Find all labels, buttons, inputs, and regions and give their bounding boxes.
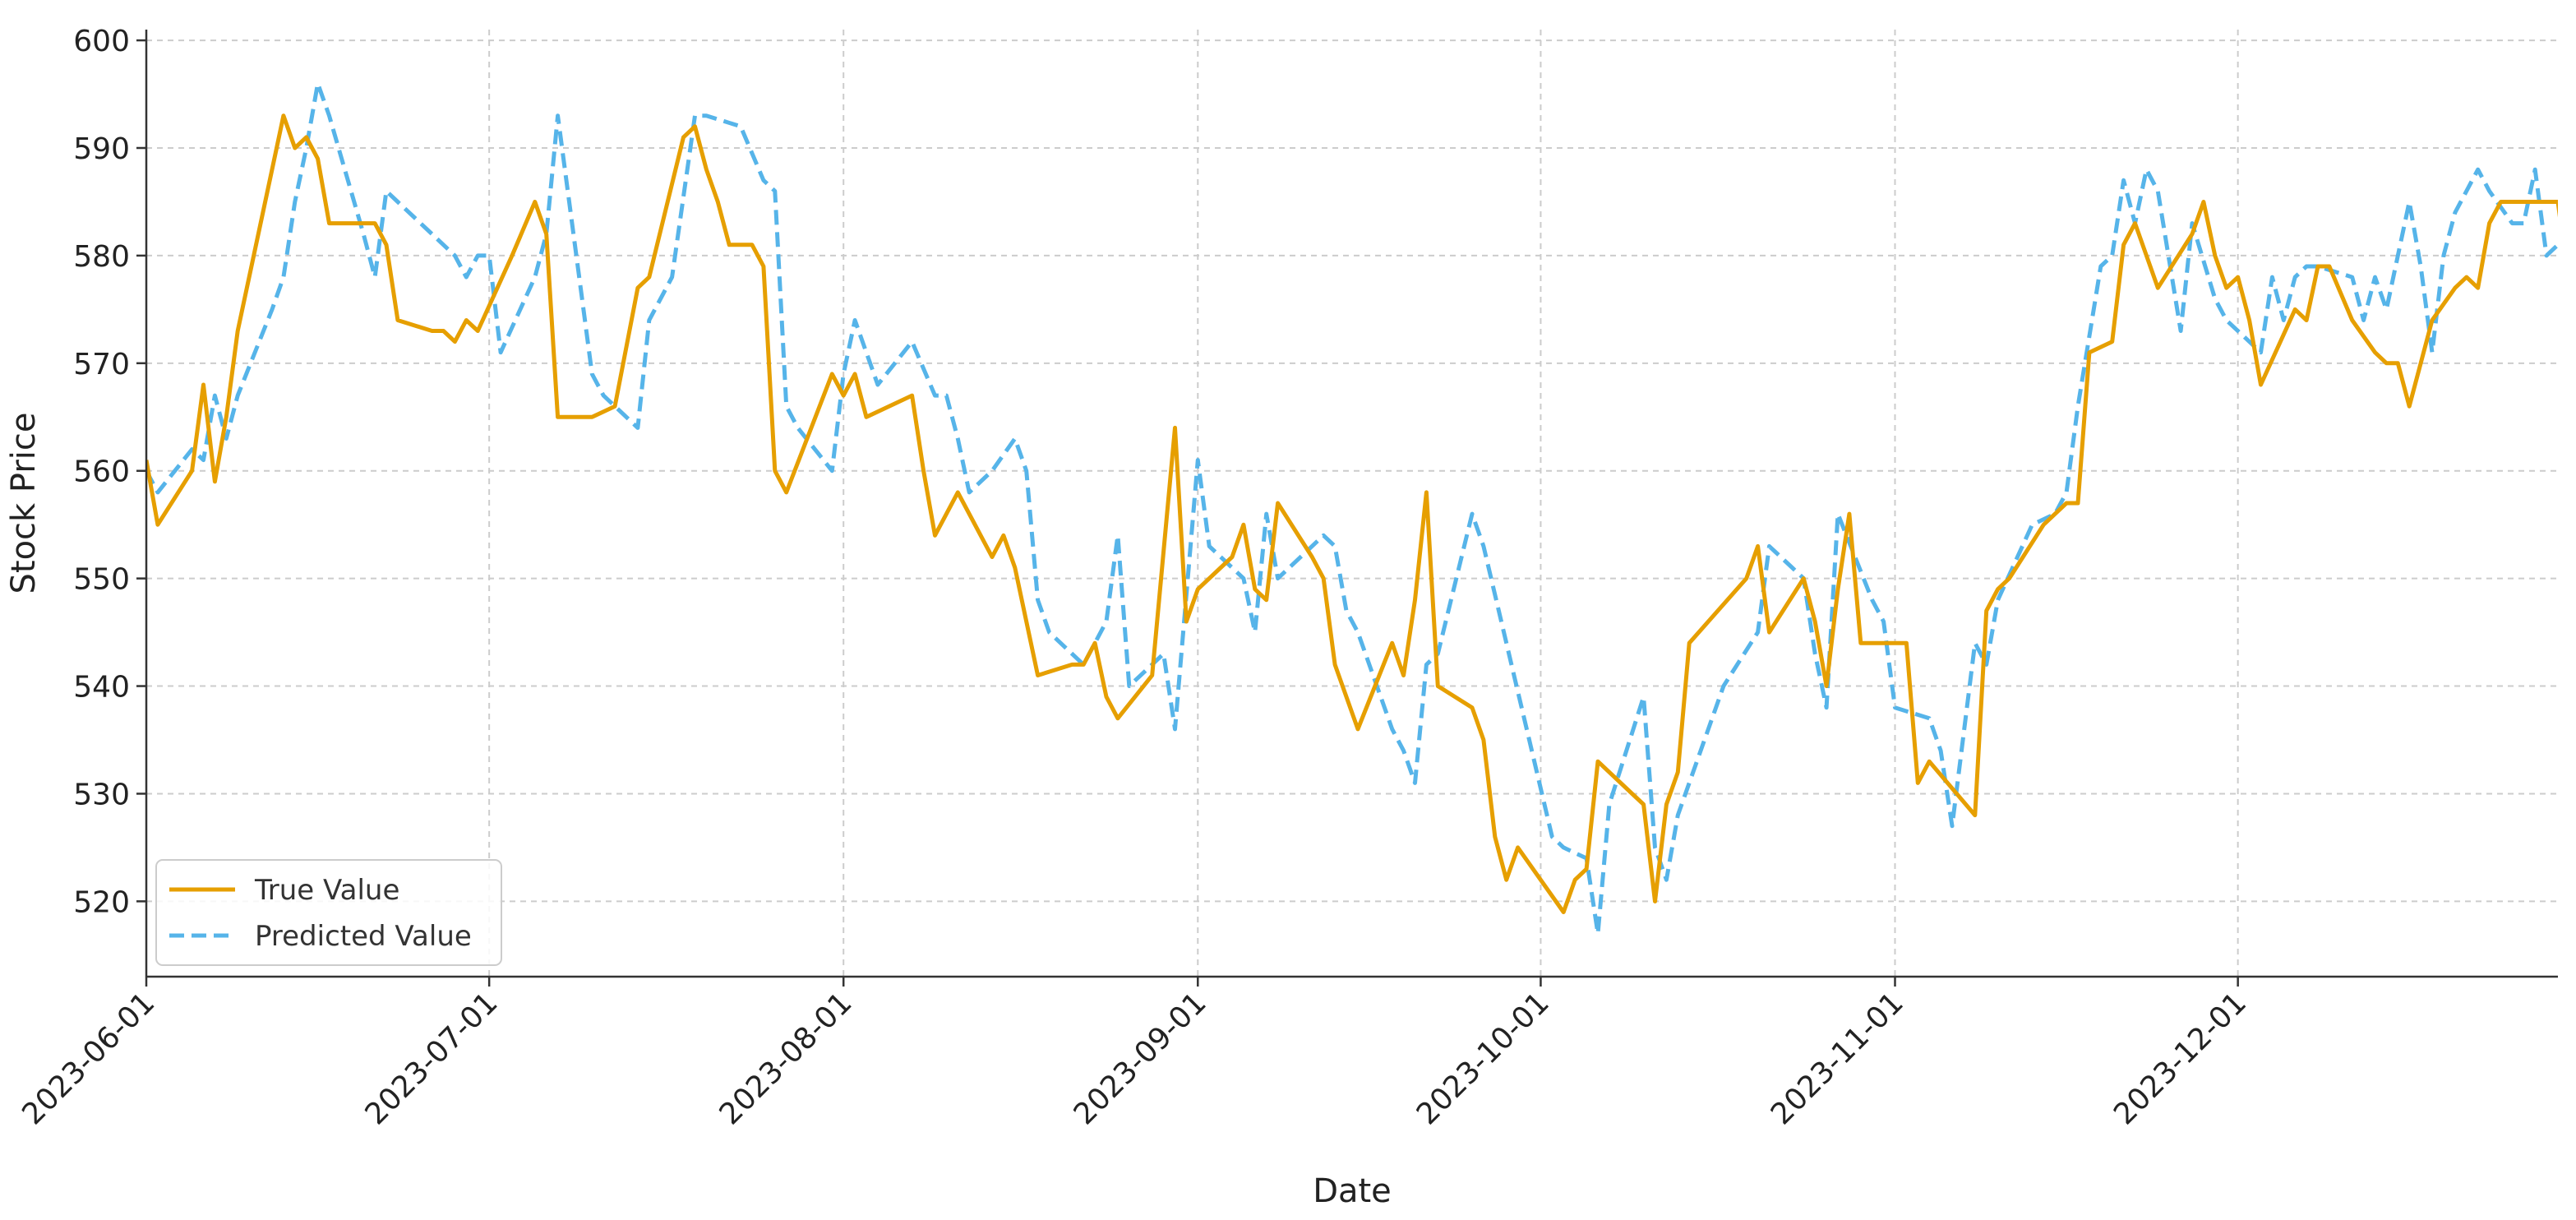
series-line-predicted-value [146,81,2558,936]
legend-label-true-value: True Value [254,874,399,907]
series-line-true-value [146,113,2558,914]
y-tick-label-560: 560 [73,455,130,489]
y-tick-label-570: 570 [73,348,130,381]
y-tick-label-580: 580 [73,240,130,274]
legend-box [155,859,502,966]
y-tick-label-520: 520 [73,885,130,919]
y-tick-label-590: 590 [73,132,130,166]
y-tick-label-530: 530 [73,778,130,811]
legend: True Value Predicted Value [155,859,502,966]
y-tick-label-540: 540 [73,671,130,705]
y-axis-ticks: 520 530 540 550 560 570 580 590 600 [73,25,146,919]
y-tick-label-600: 600 [73,25,130,58]
x-axis-title: Date [1313,1172,1392,1210]
y-axis-title: Stock Price [5,413,43,594]
series-layer [146,81,2558,936]
axes [145,30,2558,978]
y-tick-label-550: 550 [73,563,130,597]
legend-label-predicted-value: Predicted Value [255,920,472,953]
